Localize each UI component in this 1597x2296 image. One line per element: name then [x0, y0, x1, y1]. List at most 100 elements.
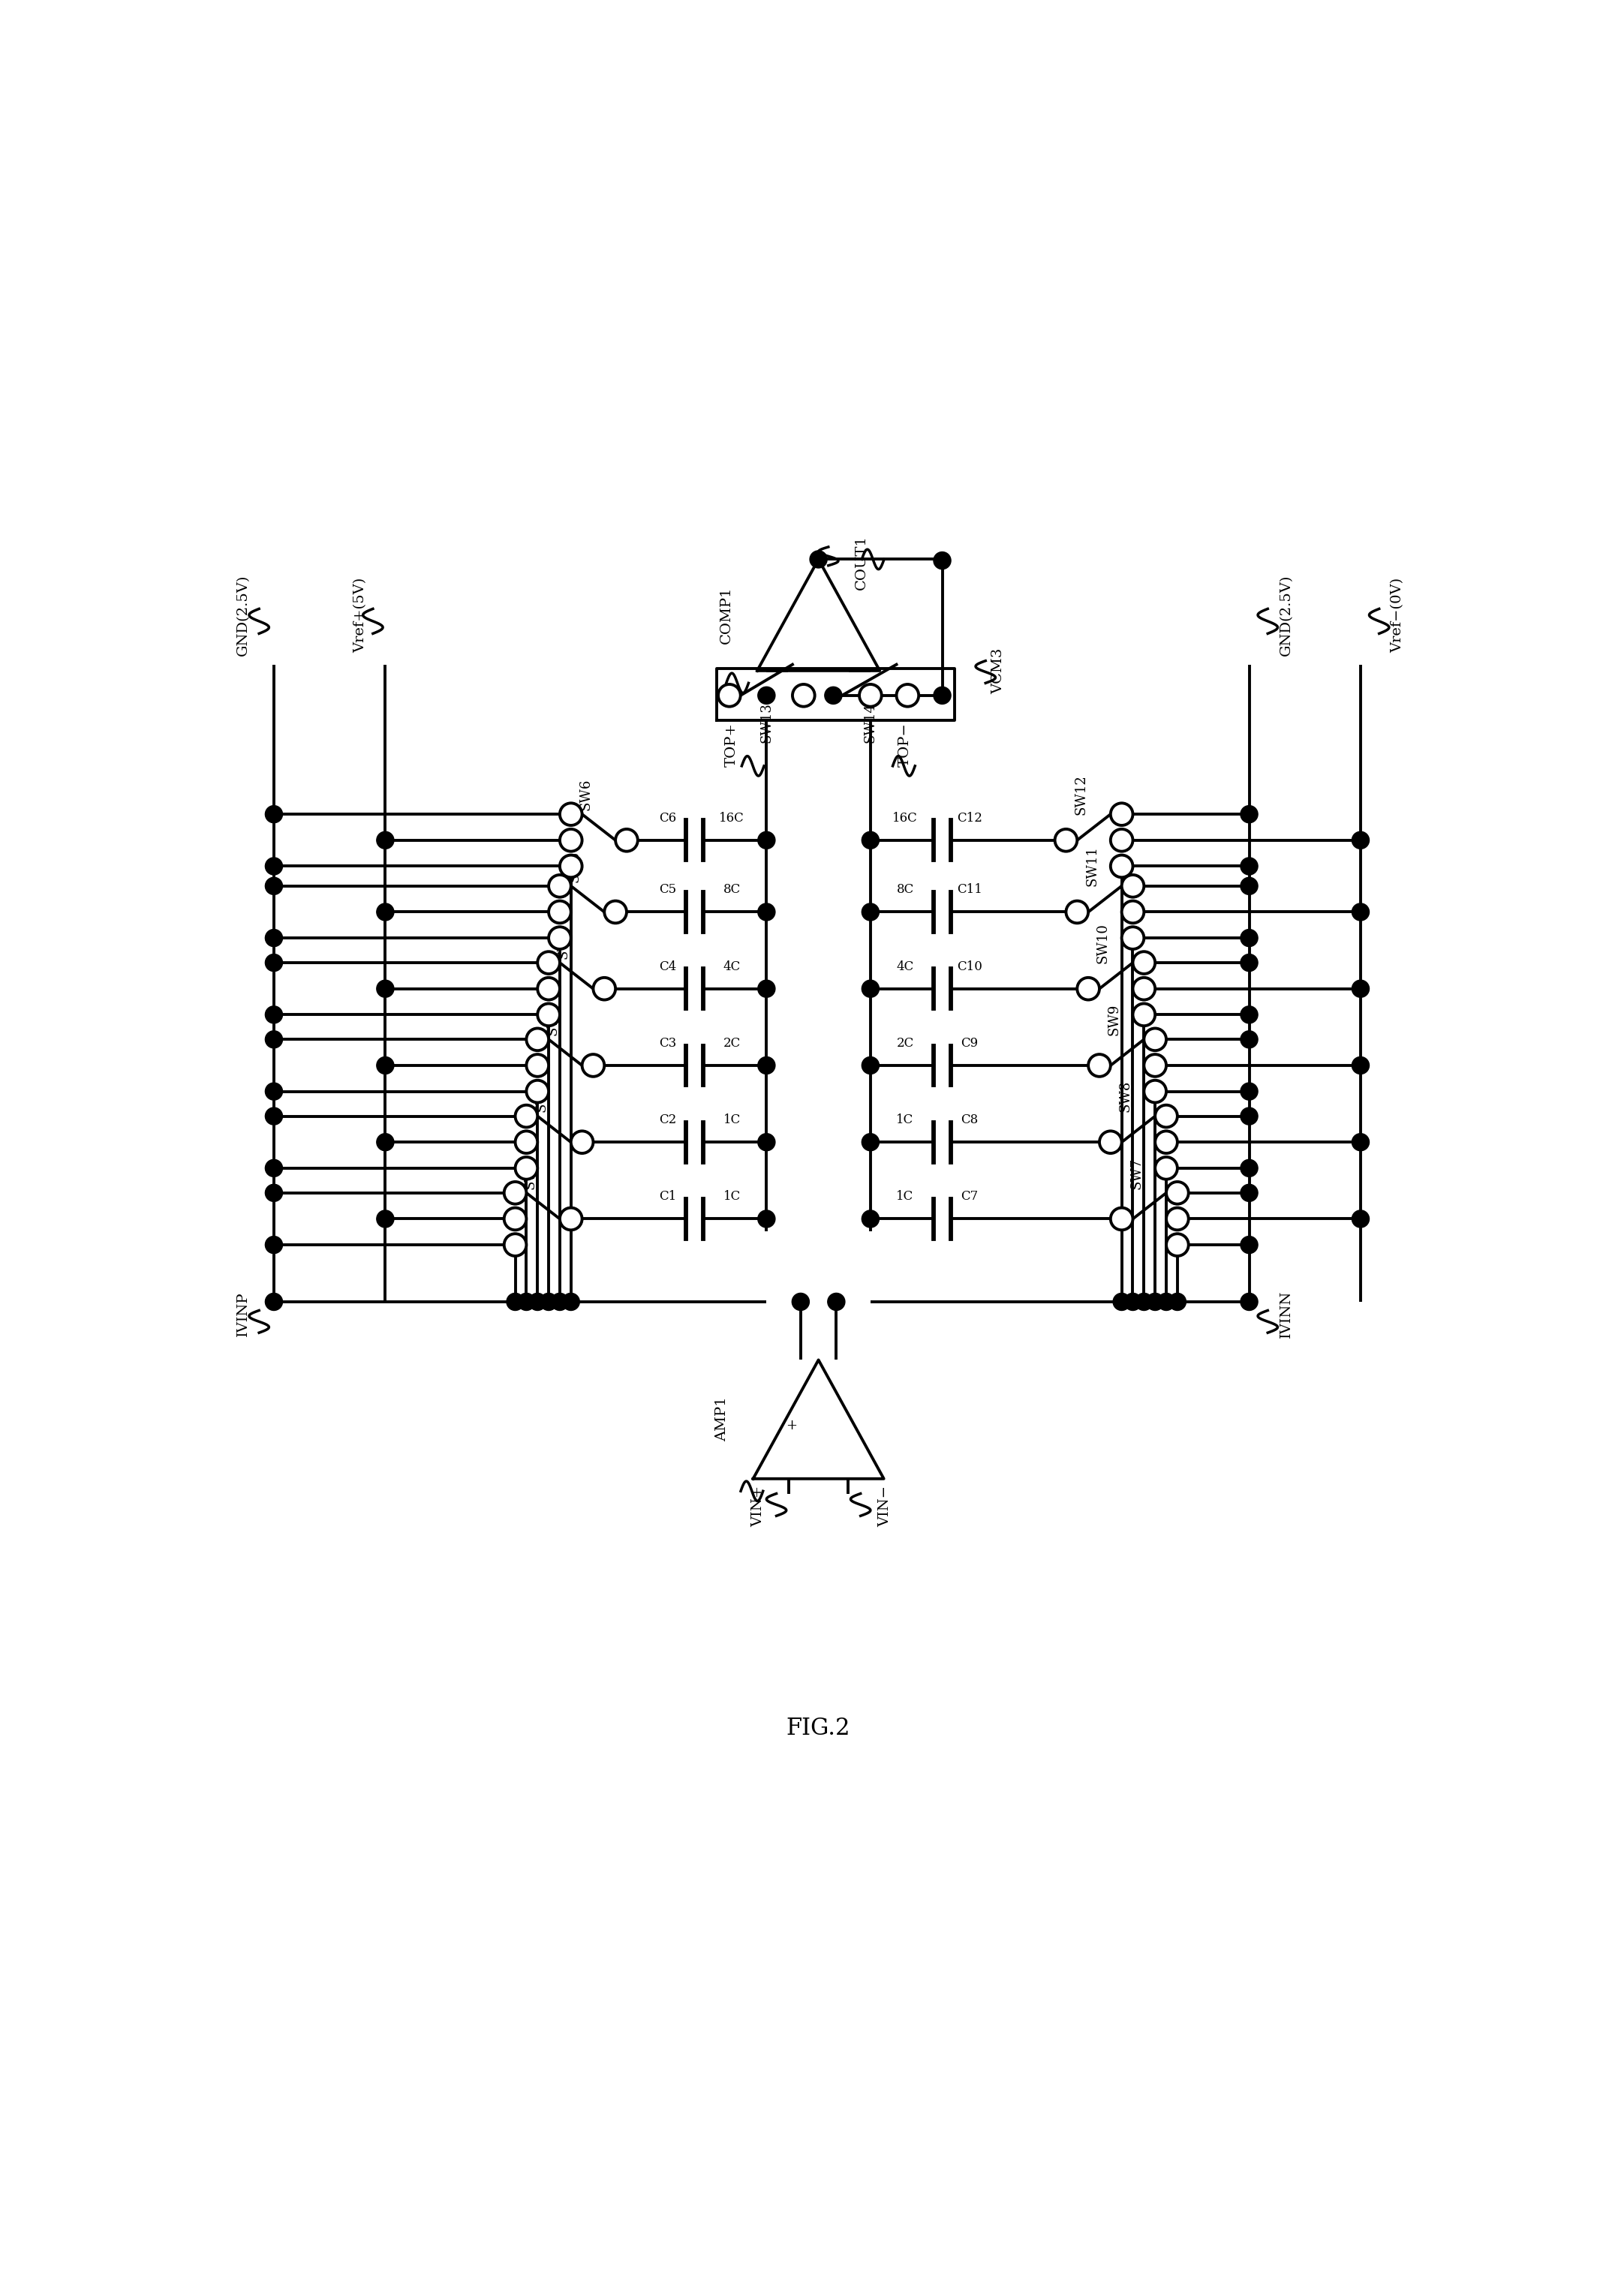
Circle shape	[1241, 1293, 1258, 1311]
Circle shape	[1166, 1182, 1188, 1203]
Circle shape	[859, 684, 882, 707]
Circle shape	[862, 1056, 878, 1075]
Circle shape	[759, 980, 775, 996]
Circle shape	[862, 1210, 878, 1228]
Circle shape	[538, 978, 561, 999]
Text: SW6: SW6	[580, 778, 592, 810]
Circle shape	[265, 806, 283, 822]
Text: SW12: SW12	[1075, 774, 1088, 815]
Circle shape	[592, 978, 615, 999]
Circle shape	[1056, 829, 1076, 852]
Circle shape	[1099, 1132, 1121, 1153]
Circle shape	[1241, 1159, 1258, 1178]
Text: C12: C12	[957, 810, 982, 824]
Text: 2C: 2C	[896, 1038, 913, 1049]
Text: 2C: 2C	[723, 1038, 741, 1049]
Circle shape	[1158, 1293, 1175, 1311]
Circle shape	[562, 1293, 580, 1311]
Circle shape	[1241, 1235, 1258, 1254]
Text: C6: C6	[660, 810, 676, 824]
Circle shape	[561, 804, 581, 824]
Text: 4C: 4C	[723, 960, 741, 974]
Circle shape	[1110, 1208, 1132, 1231]
Circle shape	[1241, 1006, 1258, 1024]
Circle shape	[1241, 1031, 1258, 1047]
Circle shape	[827, 1293, 845, 1311]
Text: 4C: 4C	[896, 960, 913, 974]
Text: 1C: 1C	[896, 1189, 913, 1203]
Text: 16C: 16C	[719, 810, 744, 824]
Circle shape	[1121, 900, 1143, 923]
Text: +: +	[786, 1419, 797, 1433]
Circle shape	[1241, 1107, 1258, 1125]
Text: SW5: SW5	[569, 850, 581, 882]
Text: C4: C4	[658, 960, 676, 974]
Circle shape	[1155, 1132, 1177, 1153]
Circle shape	[377, 1056, 394, 1075]
Text: C1: C1	[658, 1189, 676, 1203]
Text: 1C: 1C	[723, 1189, 741, 1203]
Circle shape	[604, 900, 626, 923]
Text: COUT1: COUT1	[854, 535, 869, 590]
Text: 1C: 1C	[896, 1114, 913, 1127]
Circle shape	[265, 877, 283, 895]
Circle shape	[1147, 1293, 1164, 1311]
Text: SW1: SW1	[524, 1157, 537, 1189]
Circle shape	[1353, 980, 1369, 996]
Circle shape	[792, 1293, 810, 1311]
Circle shape	[265, 1159, 283, 1178]
Circle shape	[759, 1134, 775, 1150]
Text: C7: C7	[961, 1189, 979, 1203]
Circle shape	[1353, 831, 1369, 850]
Circle shape	[1113, 1293, 1131, 1311]
Circle shape	[759, 1056, 775, 1075]
Circle shape	[1353, 1056, 1369, 1075]
Circle shape	[505, 1182, 527, 1203]
Circle shape	[581, 1054, 604, 1077]
Circle shape	[538, 1003, 561, 1026]
Circle shape	[1166, 1233, 1188, 1256]
Circle shape	[1088, 1054, 1110, 1077]
Circle shape	[265, 955, 283, 971]
Circle shape	[265, 930, 283, 946]
Circle shape	[265, 1031, 283, 1047]
Circle shape	[551, 1293, 569, 1311]
Text: SW13: SW13	[760, 703, 773, 744]
Circle shape	[1143, 1081, 1166, 1102]
Circle shape	[265, 1293, 283, 1311]
Text: SW3: SW3	[546, 1003, 559, 1035]
Text: FIG.2: FIG.2	[786, 1717, 851, 1740]
Circle shape	[561, 854, 581, 877]
Text: Vref+(5V): Vref+(5V)	[355, 576, 367, 652]
Circle shape	[759, 1210, 775, 1228]
Circle shape	[934, 687, 950, 705]
Circle shape	[1110, 829, 1132, 852]
Circle shape	[516, 1132, 538, 1153]
Circle shape	[561, 829, 581, 852]
Circle shape	[862, 1134, 878, 1150]
Circle shape	[1132, 978, 1155, 999]
Text: 8C: 8C	[723, 884, 741, 895]
Circle shape	[934, 551, 950, 569]
Circle shape	[540, 1293, 557, 1311]
Text: 1C: 1C	[723, 1114, 741, 1127]
Circle shape	[538, 951, 561, 974]
Circle shape	[1241, 806, 1258, 822]
Text: AMP1: AMP1	[715, 1396, 728, 1442]
Text: SW7: SW7	[1129, 1157, 1143, 1189]
Circle shape	[516, 1104, 538, 1127]
Circle shape	[1241, 1185, 1258, 1201]
Circle shape	[377, 1134, 394, 1150]
Text: GND(2.5V): GND(2.5V)	[236, 574, 249, 657]
Circle shape	[572, 1132, 592, 1153]
Circle shape	[1166, 1208, 1188, 1231]
Circle shape	[810, 551, 827, 567]
Circle shape	[377, 980, 394, 996]
Circle shape	[561, 1208, 581, 1231]
Circle shape	[862, 980, 878, 996]
Circle shape	[377, 1210, 394, 1228]
Text: SW4: SW4	[557, 928, 570, 960]
Text: 8C: 8C	[896, 884, 913, 895]
Text: C11: C11	[957, 884, 982, 895]
Circle shape	[1132, 1003, 1155, 1026]
